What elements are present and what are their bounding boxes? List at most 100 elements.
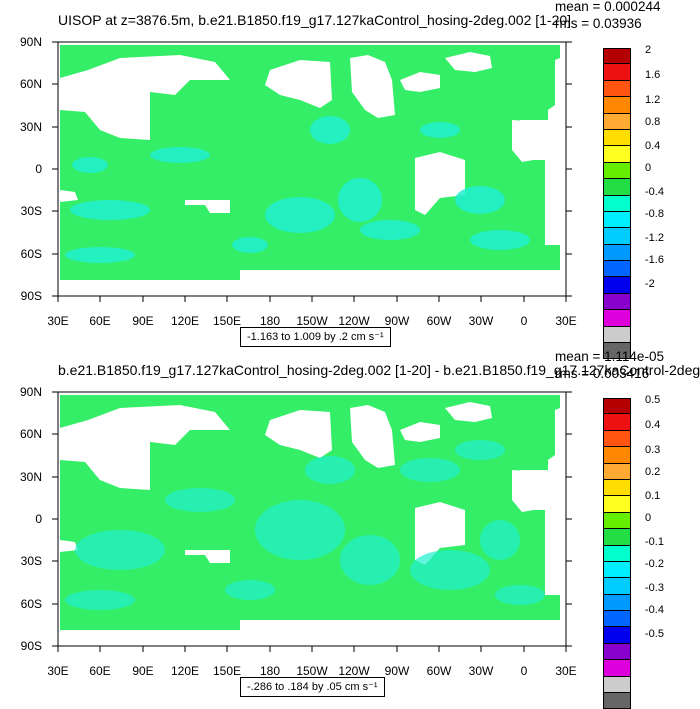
lat-tick: 30N (20, 470, 43, 484)
colorbar-swatch (603, 80, 631, 98)
lon-tick: 0 (520, 664, 528, 678)
lat-tick: 60N (20, 427, 43, 441)
map-plot-top (52, 41, 572, 302)
colorbar-label: -0.4 (645, 186, 664, 198)
lat-tick: 90S (20, 289, 42, 303)
colorbar-swatch (603, 561, 631, 579)
colorbar-label: 1.6 (645, 69, 661, 81)
colorbar-swatch (603, 64, 631, 81)
colorbar-swatch (603, 293, 631, 311)
colorbar-swatch (603, 676, 631, 694)
lat-tick: 30N (20, 120, 43, 134)
mean-value: mean = 1.114e-05 (555, 349, 664, 364)
plot-title: UISOP at z=3876.5m, b.e21.B1850.f19_g17.… (58, 12, 572, 28)
colorbar-swatch (603, 146, 631, 163)
colorbar-swatch (603, 343, 631, 360)
colorbar-label: 0.8 (645, 116, 661, 128)
lon-tick: 30E (555, 664, 577, 678)
colorbar-swatch (603, 430, 631, 448)
rms-value: rms = 0.003416 (555, 366, 650, 381)
contour-range-label: -.286 to .184 by .05 cm s⁻¹ (240, 677, 385, 697)
lat-tick: 60N (20, 77, 43, 91)
lon-tick: 0 (520, 314, 528, 328)
colorbar-swatch (603, 479, 631, 497)
colorbar-swatch (603, 162, 631, 180)
colorbar-swatch (603, 261, 631, 278)
lon-tick: 30W (468, 664, 494, 678)
colorbar-label: -1.2 (645, 232, 664, 244)
lat-tick: 30S (20, 554, 42, 568)
colorbar-label: -0.2 (645, 558, 664, 570)
lat-tick: 90S (20, 639, 42, 653)
colorbar-label: -2 (645, 278, 655, 290)
colorbar-swatch (603, 129, 631, 147)
colorbar-label: 0.3 (645, 444, 661, 456)
colorbar (603, 398, 631, 709)
lon-tick: 30E (47, 664, 69, 678)
lon-tick: 30E (555, 314, 577, 328)
colorbar-label: 0.1 (645, 490, 661, 502)
lon-tick: 150E (212, 664, 242, 678)
lon-tick: 150W (296, 314, 328, 328)
lat-tick: 90N (20, 385, 43, 399)
colorbar-swatch (603, 496, 631, 513)
plot-title: b.e21.B1850.f19_g17.127kaControl_hosing-… (58, 362, 700, 378)
colorbar-swatch (603, 195, 631, 212)
colorbar-swatch (603, 660, 631, 677)
lon-tick: 120W (338, 314, 370, 328)
colorbar-label: 0.2 (645, 466, 661, 478)
lon-tick: 60E (89, 664, 111, 678)
colorbar-swatch (603, 463, 631, 480)
tick-marks (52, 391, 572, 652)
colorbar-label: 2 (645, 44, 652, 56)
colorbar-swatch (603, 529, 631, 546)
colorbar-swatch (603, 277, 631, 294)
tick-marks (52, 41, 572, 302)
colorbar-swatch (603, 97, 631, 114)
colorbar-swatch (603, 578, 631, 595)
lon-tick: 60E (89, 314, 111, 328)
colorbar-swatch (603, 326, 631, 344)
lon-tick: 30W (468, 314, 494, 328)
colorbar-label: 1.2 (645, 94, 661, 106)
colorbar (603, 48, 631, 360)
colorbar-label: 0.5 (645, 394, 661, 406)
colorbar-swatch (603, 310, 631, 327)
lon-tick: 60W (426, 314, 452, 328)
colorbar-swatch (603, 512, 631, 530)
map-panel-bottom: b.e21.B1850.f19_g17.127kaControl_hosing-… (0, 349, 700, 709)
colorbar-swatch (603, 693, 631, 709)
colorbar-label: 0 (645, 162, 652, 174)
colorbar-swatch (603, 113, 631, 130)
colorbar-label: -0.4 (645, 604, 664, 616)
colorbar-label: -0.3 (645, 582, 664, 594)
lat-tick: 30S (20, 204, 42, 218)
lon-tick: 120E (170, 314, 200, 328)
colorbar-swatch (603, 594, 631, 612)
lon-tick: 150W (296, 664, 328, 678)
colorbar-label: 0.4 (645, 419, 661, 431)
colorbar-swatch (603, 48, 631, 65)
lon-tick: 90W (384, 314, 410, 328)
colorbar-swatch (603, 398, 631, 415)
lat-tick: 0 (35, 512, 42, 526)
lon-tick: 90W (384, 664, 410, 678)
colorbar-label: -0.8 (645, 208, 664, 220)
colorbar-label: 0 (645, 512, 652, 524)
colorbar-swatch (603, 545, 631, 562)
lon-tick: 60W (426, 664, 452, 678)
lon-tick: 120E (170, 664, 200, 678)
lat-tick: 90N (20, 35, 43, 49)
ocean-field (60, 45, 560, 294)
contour-range-label: -1.163 to 1.009 by .2 cm s⁻¹ (240, 327, 391, 347)
colorbar-swatch (603, 414, 631, 431)
map-plot-bottom (52, 391, 572, 652)
colorbar-swatch (603, 611, 631, 628)
colorbar-swatch (603, 447, 631, 464)
colorbar-swatch (603, 211, 631, 229)
colorbar-swatch (603, 627, 631, 644)
colorbar-swatch (603, 244, 631, 262)
colorbar-swatch (603, 643, 631, 661)
colorbar-label: -0.1 (645, 536, 664, 548)
lon-tick: 180 (259, 664, 281, 678)
